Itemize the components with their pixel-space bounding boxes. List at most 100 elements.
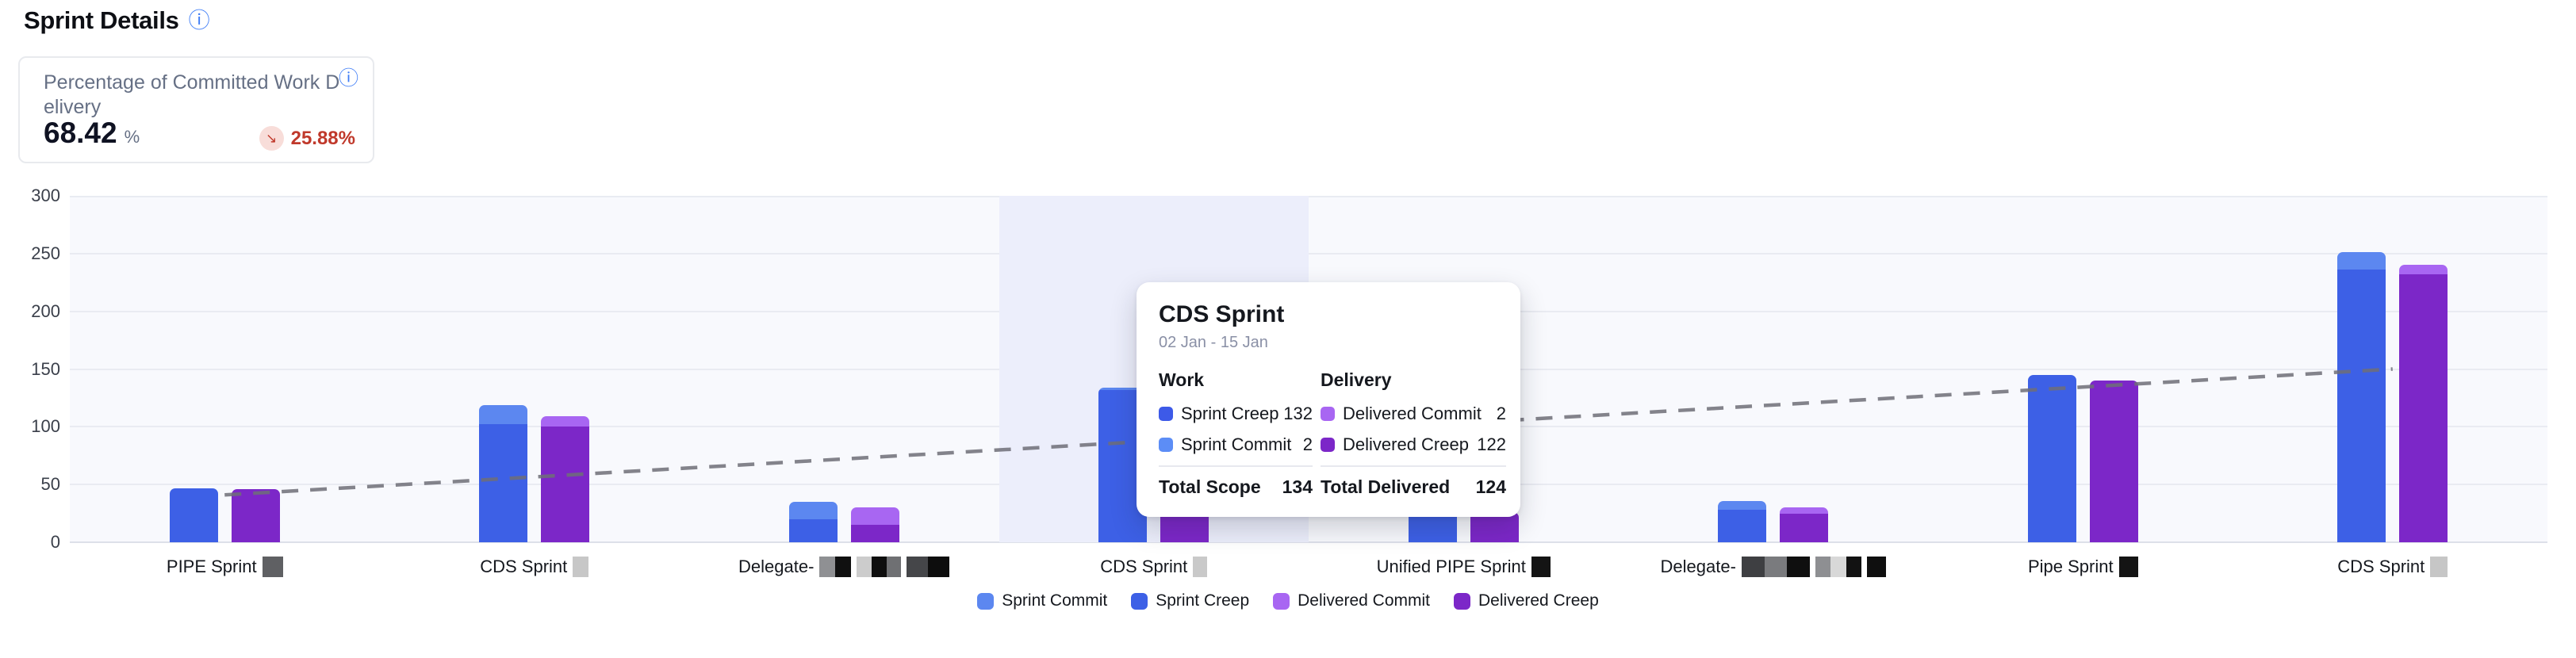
delivered-commit-segment [541,416,590,427]
x-axis-label: CDS Sprint [999,555,1309,579]
tooltip-columns: Work Sprint Creep 132 Sprint Commit 2 To… [1159,369,1506,498]
tooltip-total-label: Total Delivered [1321,476,1451,497]
delivery-bar[interactable] [850,507,899,542]
tooltip-row-sprint-creep: Sprint Creep 132 [1159,404,1313,424]
gridline [70,252,2547,254]
tooltip-delivery-column: Delivery Delivered Commit 2 Delivered Cr… [1321,369,1506,498]
delivered-creep-segment [1780,513,1829,542]
kpi-unit: % [124,126,140,147]
trend-down-icon: ↘ [259,126,284,151]
tooltip-row-label: Sprint Commit [1181,434,1292,454]
legend-label: Delivered Creep [1478,591,1599,610]
legend-label: Sprint Commit [1002,591,1108,610]
kpi-value-row: 68.42 % ↘ 25.88% [44,117,355,151]
tooltip-work-column: Work Sprint Creep 132 Sprint Commit 2 To… [1159,369,1313,498]
tooltip-total-value: 124 [1475,476,1506,497]
tooltip-row-value: 2 [1302,434,1313,454]
redacted-text-block [2118,557,2138,577]
kpi-info-icon[interactable]: ⓘ [338,67,358,90]
delivered-creep-segment [2089,381,2138,542]
legend-label: Sprint Creep [1156,591,1250,610]
delivery-bar[interactable] [1470,512,1519,542]
tooltip-row-label: Delivered Creep [1343,434,1469,454]
x-axis: PIPE Sprint CDS Sprint Delegate- CDS Sprint… [0,555,2576,580]
legend-item-sprint-commit[interactable]: Sprint Commit [977,591,1107,610]
tooltip-divider [1321,465,1506,467]
y-axis-tick: 150 [31,358,60,379]
tooltip-total-label: Total Scope [1159,476,1261,497]
delivery-bar[interactable] [541,416,590,542]
delivery-bar[interactable] [1780,507,1829,542]
tooltip-divider [1159,465,1313,467]
tooltip-title: CDS Sprint [1159,301,1285,327]
delivered-commit-segment [2399,265,2448,275]
page-header: Sprint Details ⓘ [24,6,210,35]
x-axis-label-text: PIPE Sprint [166,557,257,576]
delivered-creep-segment [541,427,590,542]
x-axis-label: CDS Sprint [2238,555,2548,579]
sprint-creep-segment [1718,510,1767,542]
legend-label: Delivered Commit [1298,591,1431,610]
delivered-creep-segment [231,489,280,542]
x-axis-label-text: Delegate- [738,557,815,576]
x-axis-label-text: Unified PIPE Sprint [1376,557,1526,576]
sprint-creep-segment [479,424,528,542]
legend-item-delivered-creep[interactable]: Delivered Creep [1454,591,1599,610]
x-axis-label-text: CDS Sprint [2337,557,2425,576]
tooltip-row-delivered-commit: Delivered Commit 2 [1321,404,1506,424]
delivered-commit-segment [850,507,899,526]
tooltip-row-value: 122 [1477,434,1506,454]
delivered-creep-segment [2399,274,2448,542]
redacted-text-block [1815,557,1861,577]
delivery-bar[interactable] [231,489,280,542]
legend-swatch [1273,592,1290,610]
y-axis-tick: 100 [31,416,60,437]
work-bar[interactable] [2337,252,2386,542]
legend-swatch [1131,592,1148,610]
tooltip-row-sprint-commit: Sprint Commit 2 [1159,434,1313,455]
y-axis-tick: 200 [31,300,60,321]
legend-swatch [1454,592,1471,610]
sprint-commit-segment [1718,500,1767,511]
kpi-value: 68.42 [44,116,117,149]
redacted-text-block [857,557,902,577]
work-bar[interactable] [2027,374,2076,542]
delivery-bar[interactable] [2399,265,2448,542]
tooltip-date-range: 02 Jan - 15 Jan [1159,334,1268,351]
x-axis-label-text: CDS Sprint [1100,557,1188,576]
work-bar[interactable] [479,404,528,542]
kpi-card-committed-work-delivery[interactable]: Percentage of Committed Work Delivery ⓘ … [18,56,374,163]
x-axis-label: Pipe Sprint [1928,555,2238,579]
redacted-text-block [1193,557,1208,577]
tooltip-row-delivered-creep: Delivered Creep 122 [1321,434,1506,455]
legend-swatch [977,592,995,610]
x-axis-label: Delegate- [1619,555,1929,579]
x-axis-label-text: CDS Sprint [480,557,568,576]
redacted-text-block [1531,557,1551,577]
y-axis-tick: 300 [31,186,60,205]
gridline [70,541,2547,543]
sprint-commit-segment [2337,252,2386,270]
work-bar[interactable] [788,502,838,542]
work-bar[interactable] [169,488,218,542]
tooltip-delivery-header: Delivery [1321,369,1392,390]
kpi-change-value: 25.88% [290,127,355,149]
delivered-creep-swatch [1321,438,1335,452]
sprint-commit-segment [479,404,528,425]
redacted-text-block [262,557,283,577]
info-icon[interactable]: ⓘ [188,8,210,33]
work-bar[interactable] [1718,500,1767,542]
delivered-commit-segment [1780,507,1829,514]
x-axis-label: Delegate- [689,555,999,579]
redacted-text-block [573,557,589,577]
legend-item-delivered-commit[interactable]: Delivered Commit [1273,591,1430,610]
tooltip-total-delivered: Total Delivered 124 [1321,476,1506,498]
tooltip-row-value: 132 [1283,404,1313,423]
x-axis-label-text: Delegate- [1660,557,1736,576]
sprint-creep-segment [2337,270,2386,542]
legend-item-sprint-creep[interactable]: Sprint Creep [1131,591,1249,610]
x-axis-label: PIPE Sprint [70,555,380,579]
kpi-label: Percentage of Committed Work Delivery [44,71,340,118]
kpi-change-badge: ↘ 25.88% [259,126,355,151]
delivery-bar[interactable] [2089,381,2138,542]
